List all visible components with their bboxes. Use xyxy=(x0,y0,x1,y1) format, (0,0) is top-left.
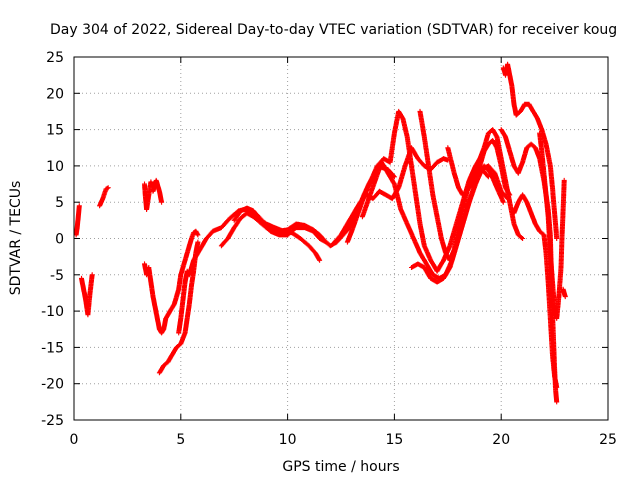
data-marks xyxy=(73,61,568,405)
series-s20 xyxy=(560,286,568,300)
y-axis-title: SDTVAR / TECUs xyxy=(8,181,24,296)
x-tick-label: 15 xyxy=(385,432,403,448)
series-s1 xyxy=(73,203,82,238)
plus-marker-trace xyxy=(445,138,513,198)
x-tick-label: 10 xyxy=(279,432,297,448)
plus-marker-trace xyxy=(511,192,560,390)
series-s5 xyxy=(142,228,201,336)
y-tick-label: 15 xyxy=(46,123,64,139)
plus-marker-trace xyxy=(73,203,82,238)
y-tick-label: 10 xyxy=(46,159,64,175)
series-s2 xyxy=(79,272,95,318)
plus-marker-trace xyxy=(97,185,111,209)
series-s18 xyxy=(511,192,560,390)
chart-title: Day 304 of 2022, Sidereal Day-to-day VTE… xyxy=(50,22,617,38)
plus-marker-trace xyxy=(500,61,560,241)
y-tick-label: -20 xyxy=(41,377,64,393)
series-s4 xyxy=(142,177,165,212)
series-s16 xyxy=(500,61,560,241)
x-tick-label: 0 xyxy=(70,432,79,448)
plus-marker-trace xyxy=(560,286,568,300)
y-tick-label: 0 xyxy=(55,232,64,248)
plus-marker-trace xyxy=(79,272,95,318)
plus-marker-trace xyxy=(537,130,567,321)
x-axis-title: GPS time / hours xyxy=(282,459,399,475)
y-tick-label: 20 xyxy=(46,86,64,102)
y-tick-label: 25 xyxy=(46,50,64,66)
series-s3 xyxy=(97,185,111,209)
y-axis: -25 -20 -15 -10 -5 0 5 10 15 20 25 xyxy=(41,50,608,429)
y-tick-label: -25 xyxy=(41,413,64,429)
y-tick-label: -5 xyxy=(50,268,64,284)
x-tick-label: 25 xyxy=(599,432,617,448)
series-s19 xyxy=(537,130,567,321)
x-tick-label: 20 xyxy=(492,432,510,448)
plus-marker-trace xyxy=(142,177,165,212)
y-tick-label: 5 xyxy=(55,195,64,211)
series-s15 xyxy=(445,138,513,198)
x-tick-label: 5 xyxy=(176,432,185,448)
x-axis: 0 5 10 15 20 25 xyxy=(70,57,617,448)
y-tick-label: -10 xyxy=(41,304,64,320)
plus-marker-trace xyxy=(142,228,201,336)
y-tick-label: -15 xyxy=(41,340,64,356)
